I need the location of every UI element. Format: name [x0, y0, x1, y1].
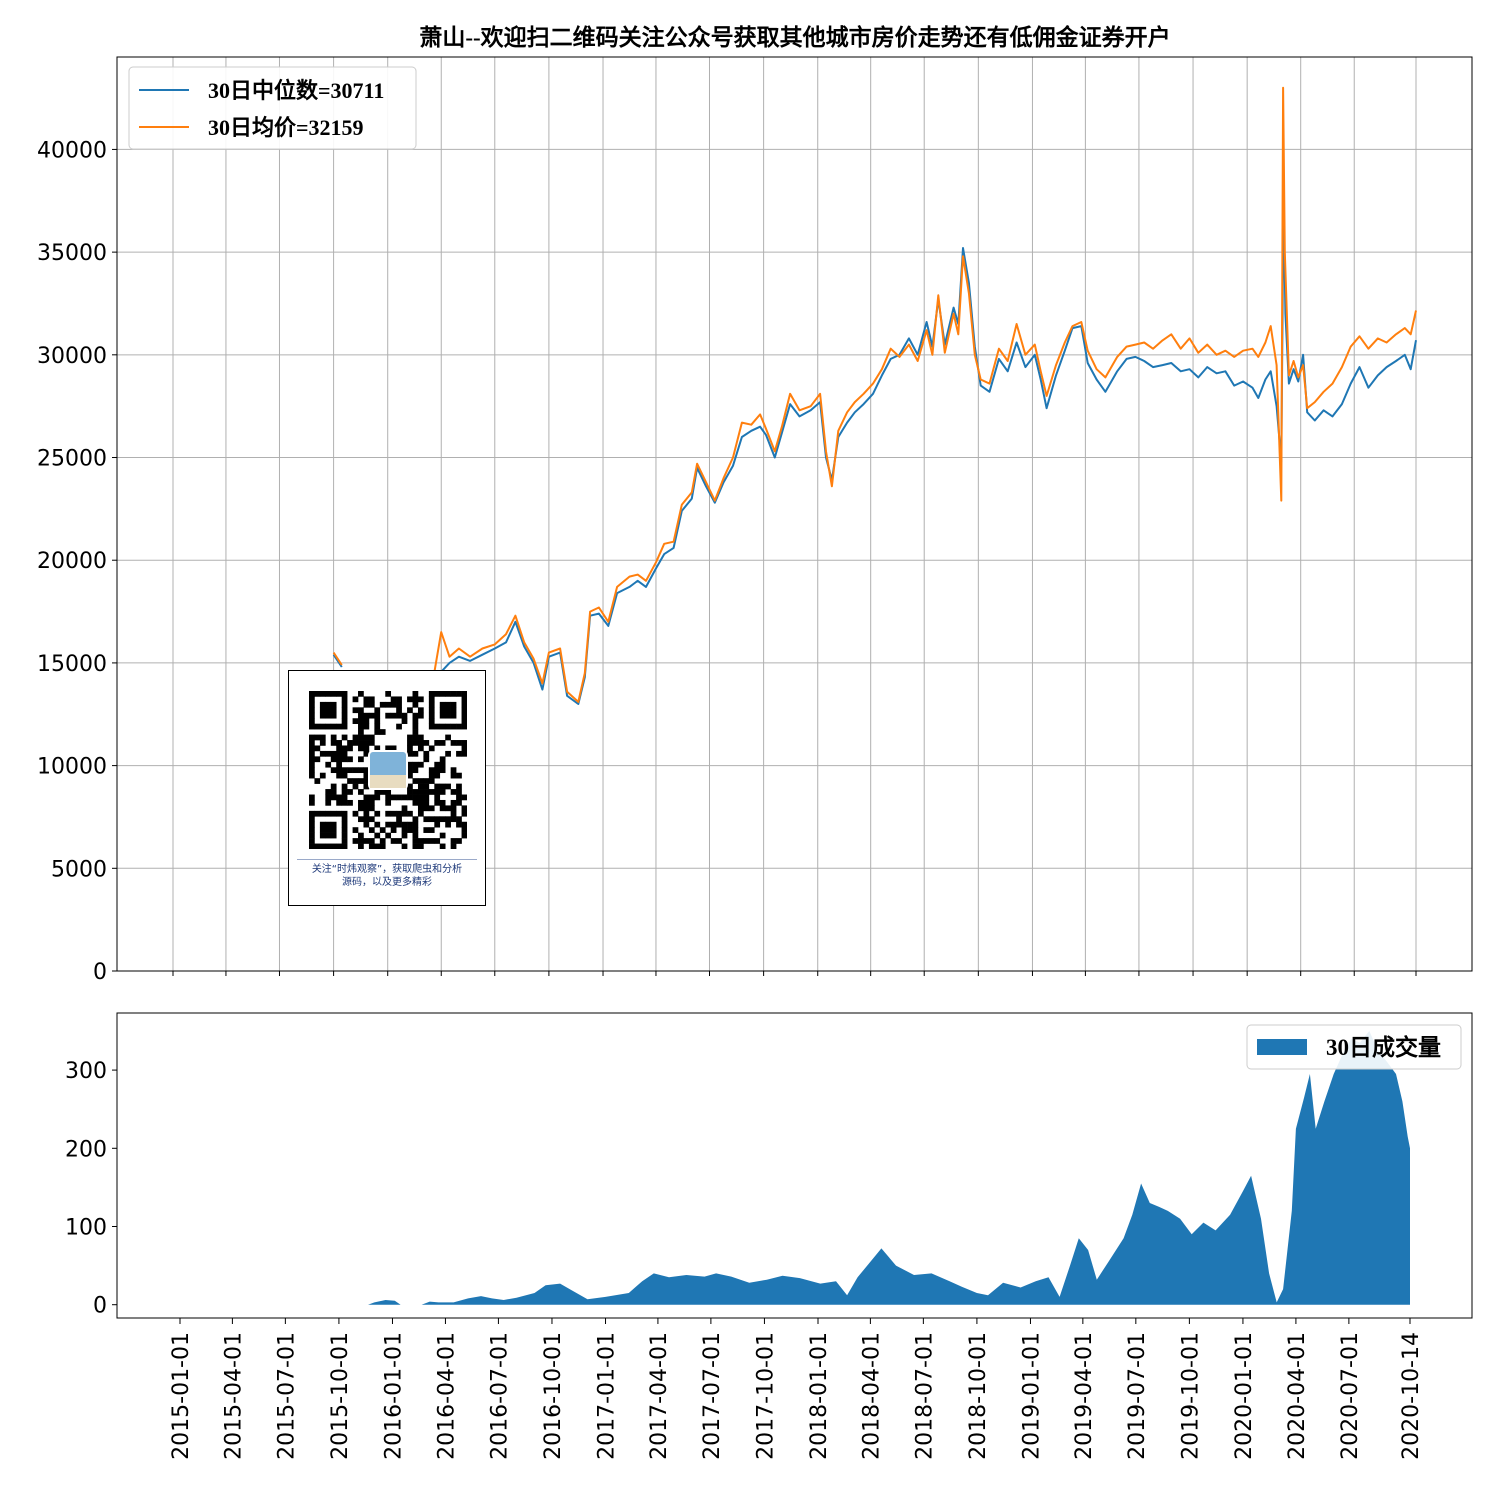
x-tick-label: 2018-04-01 [859, 1332, 884, 1460]
x-tick-label: 2016-07-01 [487, 1332, 512, 1460]
volume-y-tick-label: 200 [65, 1137, 107, 1162]
price-y-tick-label: 10000 [37, 755, 107, 780]
legend-label-median: 30日中位数=30711 [208, 78, 384, 103]
volume-legend: 30日成交量 [1246, 1024, 1462, 1070]
legend-swatch-volume [1257, 1039, 1307, 1055]
price-series-line-mean [332, 86, 1417, 703]
x-tick-label: 2020-07-01 [1338, 1332, 1363, 1460]
price-legend: 30日中位数=30711 30日均价=32159 [128, 66, 417, 150]
volume-axes-frame [116, 1012, 1473, 1319]
volume-legend-box [1246, 1024, 1462, 1070]
x-tick-label: 2016-01-01 [381, 1332, 406, 1460]
price-y-tick-label: 40000 [37, 138, 107, 163]
x-tick-label: 2015-04-01 [221, 1332, 246, 1460]
x-tick-label: 2017-04-01 [647, 1332, 672, 1460]
price-y-tick-label: 25000 [37, 447, 107, 472]
volume-panel: 0 100 200 300 2015-01-01 2015-04-01 2015-07-01… [65, 1012, 1473, 1460]
x-tick-label: 2015-07-01 [274, 1332, 299, 1460]
legend-label-mean: 30日均价=32159 [208, 115, 364, 140]
x-tick-label: 2017-07-01 [700, 1332, 725, 1460]
price-y-tick-label: 35000 [37, 241, 107, 266]
x-tick-label: 2018-07-01 [912, 1332, 937, 1460]
price-panel: 0 5000 10000 15000 20000 25000 30000 35000 40000… [37, 56, 1473, 985]
x-tick-label: 2016-10-01 [541, 1332, 566, 1460]
x-tick-label: 2018-01-01 [807, 1332, 832, 1460]
x-tick-label: 2016-04-01 [434, 1332, 459, 1460]
qr-caption-line2: 源码，以及更多精彩 [342, 877, 432, 888]
volume-y-tick-label: 100 [65, 1216, 107, 1241]
price-axes-frame [116, 56, 1473, 972]
x-tick-label: 2019-01-01 [1019, 1332, 1044, 1460]
x-tick-label: 2015-10-01 [328, 1332, 353, 1460]
x-tick-label: 2019-07-01 [1125, 1332, 1150, 1460]
price-y-tick-label: 20000 [37, 549, 107, 574]
volume-y-tick-label: 300 [65, 1059, 107, 1084]
qr-caption: 关注“时炜观察”，获取爬虫和分析 源码，以及更多精彩 [297, 859, 477, 889]
x-tick-label: 2020-01-01 [1232, 1332, 1257, 1460]
qr-code-icon [309, 691, 467, 849]
volume-y-tick-label: 0 [93, 1294, 107, 1319]
x-tick-label: 2020-04-01 [1285, 1332, 1310, 1460]
price-y-tick-label: 30000 [37, 344, 107, 369]
x-tick-label: 2019-04-01 [1072, 1332, 1097, 1460]
chart-title: 萧山--欢迎扫二维码关注公众号获取其他城市房价走势还有低佣金证券开户 [419, 24, 1170, 50]
price-y-tick-label: 0 [93, 960, 107, 985]
price-y-tick-label: 5000 [51, 857, 107, 882]
x-tick-label: 2018-10-01 [966, 1332, 991, 1460]
price-legend-box [128, 66, 417, 150]
qr-code-card: 关注“时炜观察”，获取爬虫和分析 源码，以及更多精彩 [288, 670, 486, 906]
x-tick-label: 2015-01-01 [169, 1332, 194, 1460]
legend-label-volume: 30日成交量 [1326, 1034, 1441, 1060]
qr-caption-line1: 关注“时炜观察”，获取爬虫和分析 [311, 864, 463, 875]
volume-area [368, 1031, 1410, 1305]
price-grid [112, 57, 1472, 976]
x-tick-label: 2017-10-01 [753, 1332, 778, 1460]
x-tick-label: 2019-10-01 [1178, 1332, 1203, 1460]
x-tick-label: 2020-10-14 [1399, 1332, 1424, 1460]
price-y-tick-label: 15000 [37, 652, 107, 677]
x-tick-label: 2017-01-01 [595, 1332, 620, 1460]
